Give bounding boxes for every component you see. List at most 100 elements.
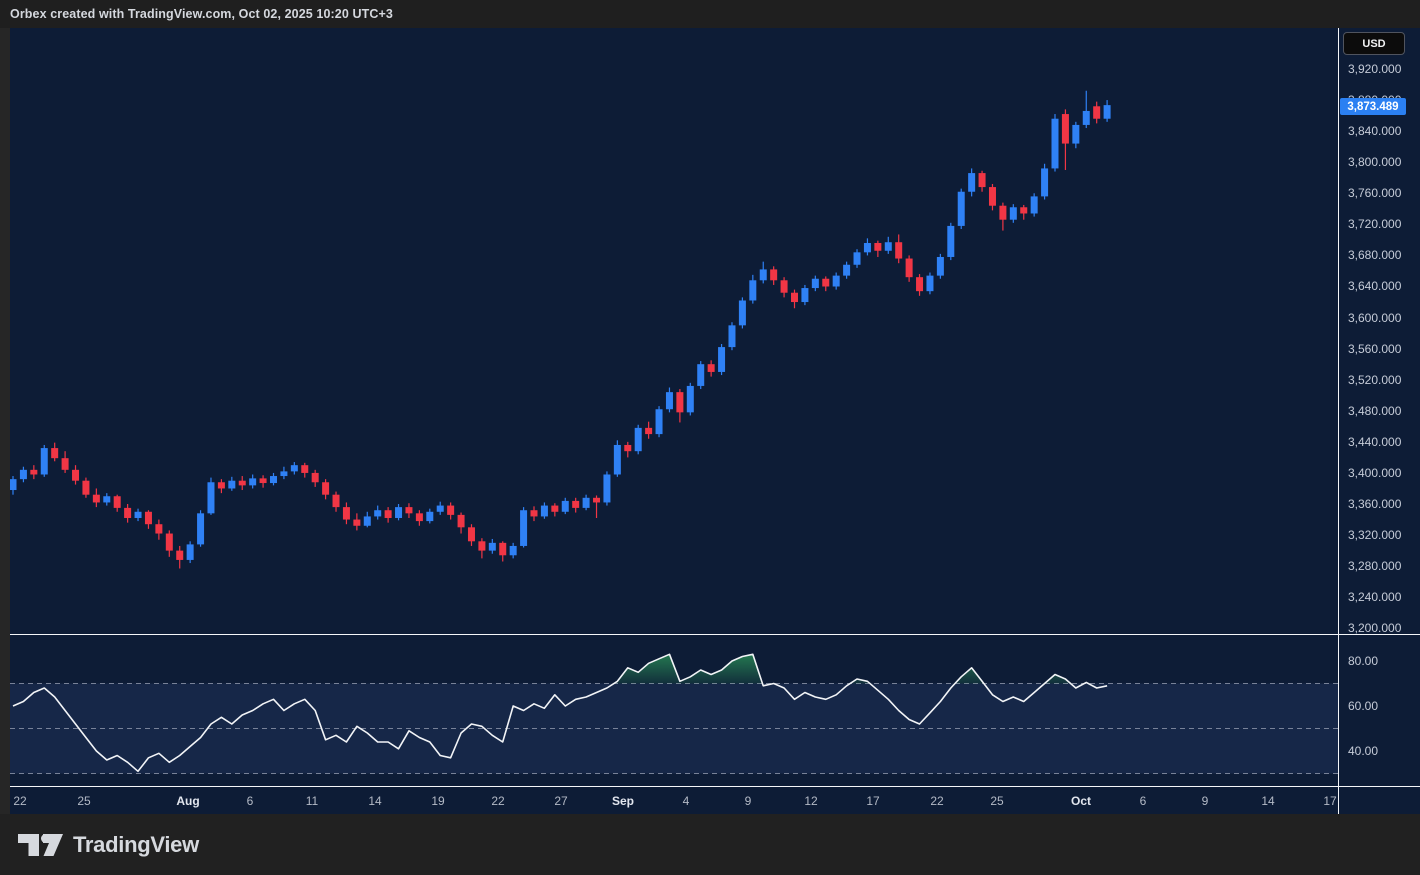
price-tick-label: 3,560.000 bbox=[1348, 341, 1402, 356]
candle bbox=[426, 511, 434, 522]
price-tick-label: 3,640.000 bbox=[1348, 279, 1402, 294]
candle bbox=[895, 242, 903, 259]
last-price-badge: 3,873.489 bbox=[1340, 98, 1406, 115]
price-tick-label: 3,520.000 bbox=[1348, 372, 1402, 387]
time-tick-label: 6 bbox=[246, 793, 254, 808]
time-tick-label: 25 bbox=[990, 793, 1004, 808]
price-tick-label: 3,600.000 bbox=[1348, 310, 1402, 325]
candle bbox=[488, 542, 496, 551]
time-tick-label: 12 bbox=[804, 793, 818, 808]
time-tick-label: 22 bbox=[13, 793, 27, 808]
candle bbox=[103, 496, 111, 503]
candle bbox=[676, 392, 684, 413]
time-tick-label: 22 bbox=[491, 793, 505, 808]
candle bbox=[395, 507, 403, 518]
candle bbox=[520, 510, 528, 546]
candle bbox=[655, 409, 663, 435]
candle bbox=[1061, 114, 1069, 144]
candle bbox=[197, 513, 205, 545]
price-tick-label: 3,320.000 bbox=[1348, 527, 1402, 542]
candle bbox=[770, 269, 778, 281]
price-tick-label: 3,720.000 bbox=[1348, 217, 1402, 232]
candle bbox=[874, 243, 882, 251]
candle bbox=[207, 482, 215, 514]
candle bbox=[572, 500, 580, 508]
candle bbox=[40, 448, 48, 475]
candle bbox=[780, 280, 788, 293]
time-tick-label: Oct bbox=[1070, 793, 1092, 808]
pane-separator[interactable] bbox=[10, 634, 1420, 635]
time-tick-label: 27 bbox=[554, 793, 568, 808]
tradingview-logo[interactable]: TradingView bbox=[18, 832, 199, 858]
candle bbox=[1103, 105, 1111, 119]
candle bbox=[978, 173, 986, 188]
candle bbox=[92, 494, 100, 503]
candle bbox=[634, 427, 642, 452]
candle bbox=[551, 505, 559, 512]
candle bbox=[415, 513, 423, 522]
time-axis[interactable]: 22 25 Aug 6 11 14 19 22 27 Sep 4 9 12 17 22 25 Oct 6 9 14 17 bbox=[10, 787, 1420, 814]
candle bbox=[144, 511, 152, 525]
rsi-line bbox=[12, 653, 1108, 773]
time-tick-label: 17 bbox=[1323, 793, 1337, 808]
candle bbox=[686, 385, 694, 413]
price-tick-label: 3,400.000 bbox=[1348, 465, 1402, 480]
candle bbox=[1020, 207, 1028, 214]
candle bbox=[645, 427, 653, 435]
candle bbox=[540, 505, 548, 517]
candle bbox=[624, 444, 632, 452]
candlestick-chart[interactable] bbox=[10, 28, 1338, 634]
candle bbox=[1030, 196, 1038, 214]
candle bbox=[905, 258, 913, 278]
candle bbox=[718, 347, 726, 372]
price-tick-label: 3,360.000 bbox=[1348, 496, 1402, 511]
candle bbox=[467, 527, 475, 542]
candle bbox=[478, 541, 486, 551]
time-tick-label: 25 bbox=[77, 793, 91, 808]
candle bbox=[1072, 124, 1080, 144]
candle bbox=[832, 275, 840, 287]
candle bbox=[113, 496, 121, 508]
candle bbox=[384, 510, 392, 518]
currency-toggle-button[interactable]: USD bbox=[1343, 32, 1405, 55]
candle bbox=[353, 519, 361, 526]
candle bbox=[270, 476, 277, 484]
candle bbox=[1009, 207, 1017, 220]
candle bbox=[1051, 118, 1059, 169]
rsi-tick-label: 60.00 bbox=[1348, 699, 1379, 713]
price-chart-pane[interactable] bbox=[10, 28, 1338, 634]
candle bbox=[884, 242, 892, 251]
candle bbox=[72, 469, 80, 481]
candle bbox=[249, 478, 257, 486]
time-tick-label: 19 bbox=[431, 793, 445, 808]
candle bbox=[936, 256, 944, 276]
attribution-bar: Orbex created with TradingView.com, Oct … bbox=[0, 0, 1420, 28]
time-tick-label: 14 bbox=[368, 793, 382, 808]
time-tick-label: 22 bbox=[930, 793, 944, 808]
candle bbox=[82, 480, 90, 495]
attribution-text: Orbex created with TradingView.com, Oct … bbox=[10, 7, 393, 21]
rsi-chart[interactable] bbox=[10, 635, 1338, 786]
price-tick-label: 3,800.000 bbox=[1348, 155, 1402, 170]
time-tick-label: 6 bbox=[1139, 793, 1147, 808]
time-tick-label: 17 bbox=[866, 793, 880, 808]
candle bbox=[665, 392, 673, 410]
time-tick-label: 9 bbox=[744, 793, 752, 808]
candle bbox=[51, 448, 59, 459]
time-tick-label: 11 bbox=[305, 793, 319, 808]
candle bbox=[561, 500, 569, 512]
price-tick-label: 3,240.000 bbox=[1348, 590, 1402, 605]
candle bbox=[499, 542, 507, 556]
candle bbox=[582, 497, 590, 508]
price-axis[interactable]: 3,920.0003,880.0003,840.0003,800.0003,76… bbox=[1339, 28, 1420, 786]
candle bbox=[280, 471, 288, 477]
candle bbox=[759, 269, 767, 281]
candle bbox=[853, 252, 861, 265]
rsi-indicator-pane[interactable] bbox=[10, 635, 1338, 786]
candle bbox=[1082, 110, 1090, 125]
candle bbox=[749, 280, 757, 301]
candle bbox=[311, 472, 319, 483]
candle bbox=[217, 482, 225, 489]
price-tick-label: 3,840.000 bbox=[1348, 124, 1402, 139]
candle bbox=[342, 507, 350, 520]
